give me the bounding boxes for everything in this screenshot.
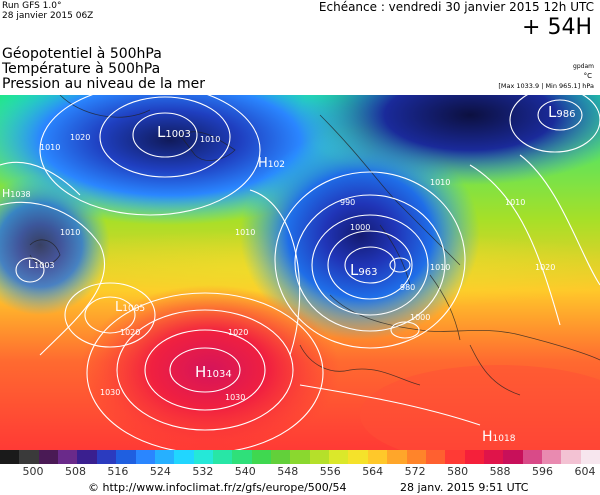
color-swatch xyxy=(135,450,155,464)
color-scale-tick-label: 524 xyxy=(149,465,171,478)
run-model: Run GFS 1.0° xyxy=(2,1,62,11)
color-scale-tick-label: 580 xyxy=(447,465,469,478)
color-swatch xyxy=(542,450,562,464)
forecast-lead-time: + 54H xyxy=(522,15,592,40)
isobar-label: 1010 xyxy=(505,198,525,207)
color-swatch xyxy=(503,450,523,464)
color-scale-tick-label: 564 xyxy=(362,465,384,478)
color-swatch xyxy=(561,450,581,464)
color-swatch xyxy=(271,450,291,464)
color-swatch xyxy=(522,450,543,464)
color-swatch xyxy=(580,450,600,464)
color-swatch xyxy=(445,450,465,464)
color-scale-tick-label: 604 xyxy=(574,465,596,478)
title-pressure: Pression au niveau de la mer xyxy=(2,76,205,92)
title-geopotential: Géopotentiel à 500hPa xyxy=(2,46,162,62)
isobar-label: 1010 xyxy=(235,228,255,237)
generation-timestamp: 28 janv. 2015 9:51 UTC xyxy=(400,481,529,494)
run-date: 28 janvier 2015 06Z xyxy=(2,11,94,21)
color-scale-tick-label: 540 xyxy=(234,465,256,478)
color-swatch xyxy=(0,450,20,464)
source-url: © http://www.infoclimat.fr/z/gfs/europe/… xyxy=(88,481,347,494)
color-scale-bar xyxy=(0,450,600,464)
color-scale-tick-label: 516 xyxy=(107,465,129,478)
isobars xyxy=(0,95,600,450)
color-swatch xyxy=(387,450,407,464)
high-center-north: H102 xyxy=(258,156,285,171)
color-swatch xyxy=(348,450,368,464)
color-scale-tick-label: 500 xyxy=(22,465,44,478)
max-min-label: [Max 1033.9 | Min 965.1] hPa xyxy=(498,82,594,90)
color-swatch xyxy=(38,450,59,464)
color-swatch xyxy=(309,450,330,464)
color-scale-ticks: 500 508 516 524 532 540 548 556 564 572 580 588 596 6… xyxy=(0,465,600,479)
map-titles: Géopotentiel à 500hPa Température à 500h… xyxy=(2,47,205,92)
color-swatch xyxy=(425,450,446,464)
color-scale-tick-label: 508 xyxy=(64,465,86,478)
isobar-label: 1020 xyxy=(70,133,90,142)
color-swatch xyxy=(77,450,97,464)
isobar-label: 1010 xyxy=(60,228,80,237)
color-swatch xyxy=(154,450,175,464)
isobar-label: 1020 xyxy=(120,328,140,337)
color-swatch xyxy=(19,450,39,464)
cold-pool-west xyxy=(0,175,110,315)
unit-label: °C xyxy=(583,72,592,80)
color-scale-tick-label: 596 xyxy=(532,465,554,478)
cold-pool-northeast xyxy=(300,95,600,185)
isobar-labels: 1020 1010 1010 1030 1020 1020 1010 1030 … xyxy=(40,133,555,402)
weather-map: L1003 H1038 H1034 L963 L986 L1005 L1003 … xyxy=(0,95,600,450)
color-swatch xyxy=(174,450,194,464)
color-swatch xyxy=(406,450,426,464)
color-scale-tick-label: 556 xyxy=(319,465,341,478)
color-swatch xyxy=(96,450,117,464)
credit-label: gpdam xyxy=(573,63,594,70)
isobar-label: 1020 xyxy=(535,263,555,272)
isobar-label: 980 xyxy=(400,283,415,292)
high-center-west: H1038 xyxy=(2,187,31,200)
color-swatch xyxy=(464,450,484,464)
low-center-west-small: L1003 xyxy=(28,258,55,271)
isobar-label: 1030 xyxy=(100,388,120,397)
isobar-label: 1010 xyxy=(200,135,220,144)
isobar-label: 1010 xyxy=(430,263,450,272)
color-scale-tick-label: 532 xyxy=(192,465,214,478)
isobar-label: 1030 xyxy=(225,393,245,402)
color-scale-tick-label: 548 xyxy=(277,465,299,478)
forecast-valid-time: Echéance : vendredi 30 janvier 2015 12h … xyxy=(318,0,594,14)
color-scale-tick-label: 588 xyxy=(489,465,511,478)
run-info: Run GFS 1.0° 28 janvier 2015 06Z xyxy=(2,1,93,21)
coastlines xyxy=(29,95,600,396)
color-swatch xyxy=(58,450,78,464)
isobar-label: 1000 xyxy=(410,313,430,322)
color-swatch xyxy=(193,450,213,464)
warm-tongue-south xyxy=(360,365,600,450)
isobar-label: 1020 xyxy=(228,328,248,337)
color-swatch xyxy=(212,450,233,464)
color-scale-tick-label: 572 xyxy=(404,465,426,478)
isobar-label: 1010 xyxy=(430,178,450,187)
isobar-label: 990 xyxy=(340,198,355,207)
color-swatch xyxy=(116,450,136,464)
color-swatch xyxy=(483,450,504,464)
color-swatch xyxy=(251,450,272,464)
isobar-label: 1010 xyxy=(40,143,60,152)
isobar-label: 1000 xyxy=(350,223,370,232)
title-temperature: Température à 500hPa xyxy=(2,61,161,77)
low-center-west-lower: L1005 xyxy=(115,300,145,315)
pressure-center-markers: L1003 H1038 H1034 L963 L986 L1005 L1003 … xyxy=(2,103,575,445)
color-swatch xyxy=(290,450,310,464)
color-swatch xyxy=(367,450,388,464)
color-swatch xyxy=(232,450,252,464)
color-swatch xyxy=(329,450,349,464)
